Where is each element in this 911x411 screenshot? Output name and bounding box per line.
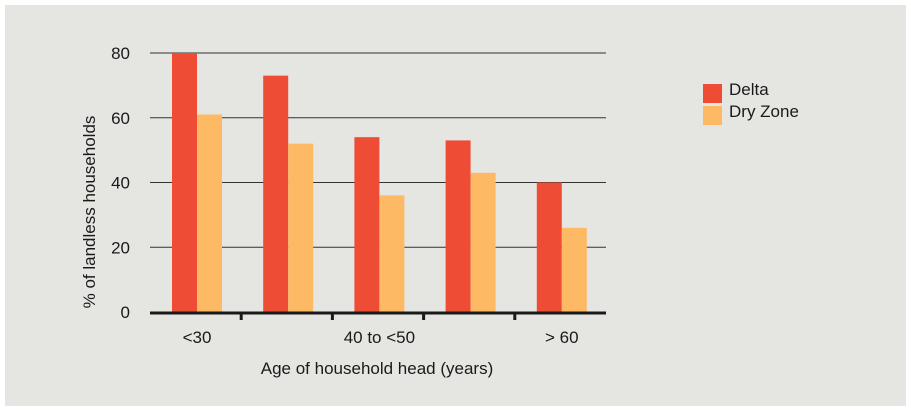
y-tick-label: 80: [111, 44, 130, 63]
legend-swatch: [703, 84, 722, 103]
y-tick-label: 0: [121, 303, 130, 322]
x-axis: [150, 311, 606, 320]
bar-delta: [536, 182, 562, 312]
x-axis-title: Age of household head (years): [261, 359, 494, 378]
bars: [172, 53, 587, 312]
x-tick-label: 40 to <50: [344, 328, 415, 347]
bar-delta: [445, 140, 471, 312]
bar-dry-zone: [197, 114, 222, 312]
legend-swatch: [703, 106, 722, 125]
bar-delta: [263, 75, 289, 312]
y-tick-label: 60: [111, 109, 130, 128]
y-tick-labels: 0 20 40 60 80: [111, 44, 130, 322]
legend: Delta Dry Zone: [703, 80, 799, 125]
bar-dry-zone: [561, 227, 587, 312]
y-tick-label: 20: [111, 238, 130, 257]
y-axis-title: % of landless households: [80, 116, 99, 309]
bar-dry-zone: [288, 143, 314, 312]
x-tick-label: <30: [183, 328, 212, 347]
bar-delta: [172, 53, 197, 312]
y-tick-label: 40: [111, 174, 130, 193]
bar-delta: [354, 137, 380, 312]
legend-label: Dry Zone: [729, 102, 799, 121]
bar-dry-zone: [379, 195, 405, 312]
bar-dry-zone: [470, 172, 496, 312]
x-tick-label: > 60: [545, 328, 579, 347]
legend-label: Delta: [729, 80, 769, 99]
x-tick-labels: <30 40 to <50 > 60: [183, 328, 579, 347]
